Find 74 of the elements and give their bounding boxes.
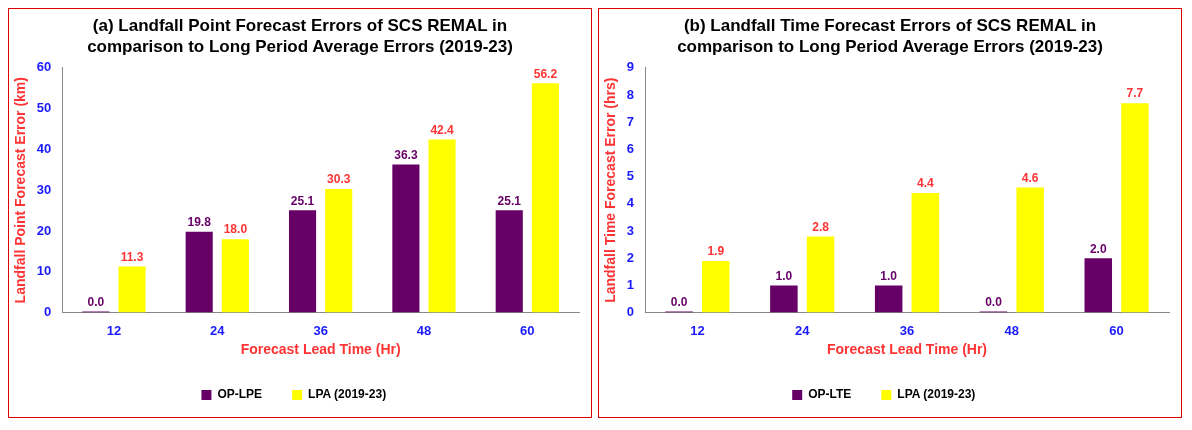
y-tick-label: 8 (626, 86, 635, 102)
data-label: 30.3 (327, 172, 351, 187)
legend-label: LPA (2019-23) (897, 387, 976, 402)
y-tick-label: 30 (36, 181, 52, 197)
y-tick-label: 9 (626, 59, 635, 75)
data-label: 7.7 (1126, 86, 1144, 101)
data-label: 4.4 (917, 176, 935, 191)
bar (531, 83, 559, 313)
y-axis-title: Landfall Point Forecast Error (km) (12, 77, 29, 304)
data-label: 1.0 (775, 268, 793, 283)
x-axis-title: Forecast Lead Time (Hr) (240, 341, 401, 358)
bar (428, 139, 456, 313)
bar (1016, 187, 1044, 313)
bar (911, 192, 940, 313)
y-tick-label: 6 (626, 140, 635, 156)
bar (325, 188, 353, 313)
chart-title: (a) Landfall Point Forecast Errors of SCS REMAL in comparison to Long Period Average Errors (2019-23) (86, 15, 514, 57)
bar (221, 239, 249, 313)
y-tick-label: 0 (626, 304, 635, 320)
y-tick-label: 50 (36, 100, 52, 116)
x-tick-label: 60 (1109, 322, 1124, 338)
data-label: 0.0 (87, 294, 105, 309)
y-tick-label: 10 (36, 263, 52, 279)
x-tick-label: 48 (1004, 322, 1020, 338)
data-label: 1.9 (707, 244, 725, 259)
bar (185, 231, 213, 313)
bar (392, 164, 420, 313)
y-tick-label: 60 (36, 59, 52, 75)
bar (1121, 103, 1149, 313)
x-tick-label: 12 (690, 322, 705, 338)
legend-label: OP-LTE (808, 387, 852, 402)
x-tick-label: 36 (899, 322, 915, 338)
data-label: 0.0 (670, 294, 688, 309)
data-label: 11.3 (120, 249, 144, 264)
data-label: 2.0 (1089, 241, 1107, 256)
bar (770, 285, 798, 313)
x-tick-label: 60 (520, 322, 535, 338)
x-tick-label: 24 (210, 322, 226, 338)
y-tick-label: 2 (626, 249, 635, 265)
y-tick-label: 40 (36, 140, 52, 156)
y-tick-label: 1 (626, 276, 635, 292)
data-label: 19.8 (187, 215, 212, 230)
bar (1084, 258, 1113, 313)
data-label: 56.2 (533, 66, 558, 81)
legend-label: OP-LPE (217, 387, 263, 402)
y-tick-label: 0 (44, 304, 52, 320)
bar (495, 210, 523, 313)
x-tick-label: 12 (106, 322, 122, 338)
data-label: 36.3 (394, 147, 418, 162)
data-label: 4.6 (1021, 170, 1039, 185)
data-label: 25.1 (497, 193, 522, 208)
data-label: 42.4 (430, 122, 455, 137)
y-tick-label: 3 (626, 222, 635, 238)
bar (288, 210, 317, 313)
chart-title: (b) Landfall Time Forecast Errors of SCS REMAL in comparison to Long Period Average Errors (2019-23) (676, 15, 1104, 57)
x-tick-label: 48 (416, 322, 432, 338)
y-axis-title: Landfall Time Forecast Error (hrs) (602, 77, 619, 303)
data-label: 0.0 (985, 294, 1003, 309)
bar (874, 285, 903, 313)
data-label: 25.1 (290, 193, 315, 208)
y-tick-label: 4 (626, 195, 635, 211)
x-axis-title: Forecast Lead Time (Hr) (827, 341, 988, 358)
x-tick-label: 36 (313, 322, 328, 338)
bar (702, 260, 730, 313)
x-tick-label: 24 (794, 322, 811, 338)
y-tick-label: 20 (36, 222, 52, 238)
bar (806, 236, 835, 313)
y-tick-label: 7 (626, 113, 635, 129)
data-label: 18.0 (223, 222, 248, 237)
legend-label: LPA (2019-23) (308, 387, 387, 402)
bar (118, 266, 146, 313)
data-label: 2.8 (812, 219, 830, 234)
y-tick-label: 5 (626, 168, 635, 184)
data-label: 1.0 (880, 268, 898, 283)
